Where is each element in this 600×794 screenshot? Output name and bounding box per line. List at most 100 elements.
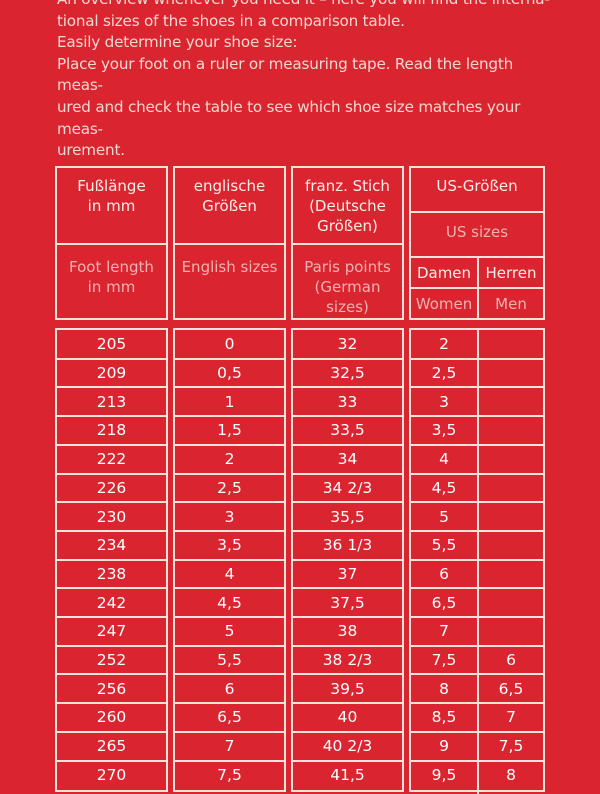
row-divider [293,759,402,762]
header-us-sizes: US-Größen US sizes Damen Herren Women Me… [409,166,545,320]
cell-foot-length: 230 [96,507,127,526]
cell-english-size: 7 [224,737,235,756]
cell-french-size: 33 [337,392,358,411]
row-divider [57,357,166,360]
row-divider [411,587,543,590]
cell-us-men: 7 [506,708,516,727]
cell-english-size: 7,5 [217,765,242,784]
row-divider [175,702,284,705]
cell-french-size: 36 1/3 [322,536,373,555]
cell-foot-length: 252 [96,651,127,670]
column-english-size: 0 0,5 1 1,5 2 2,5 3 3,5 4 4,5 5 5,5 6 6,5 7 7,5 [173,328,286,792]
row-divider [411,443,543,446]
cell-foot-length: 260 [96,708,127,727]
row-divider [175,673,284,676]
cell-us-men: 8 [506,765,516,784]
row-divider [293,558,402,561]
row-divider [411,673,543,676]
cell-us-men: 7,5 [498,737,524,756]
row-divider [175,730,284,733]
cell-us-men [479,589,543,616]
row-divider [57,472,166,475]
header-foot-length: Fußlänge in mm Foot length in mm [55,166,168,320]
intro-line: Place your foot on a ruler or measuring … [57,54,514,95]
row-divider [411,357,543,360]
header-en: Paris points (German sizes) [304,258,391,316]
cell-french-size: 38 2/3 [322,651,373,670]
row-divider [175,529,284,532]
intro-line: An overview whenever you need it – here … [57,0,557,11]
row-divider [411,501,543,504]
header-de: US-Größen [436,177,518,195]
cell-english-size: 3 [224,507,235,526]
cell-french-size: 33,5 [330,421,365,440]
cell-us-men [479,475,543,502]
row-divider [293,501,402,504]
row-divider [293,529,402,532]
row-divider [293,415,402,418]
intro-line: urement. [57,141,125,160]
row-divider [293,644,402,647]
header-en: Foot length in mm [69,258,154,296]
row-divider [175,759,284,762]
cell-foot-length: 256 [96,679,127,698]
cell-french-size: 38 [337,622,358,641]
row-divider [57,529,166,532]
header-women-de: Damen [416,264,472,282]
cell-us-men [479,388,543,415]
cell-english-size: 1 [224,392,235,411]
row-divider [175,501,284,504]
cell-english-size: 4,5 [217,593,242,612]
cell-us-women: 2,5 [431,364,457,383]
intro-line: tional sizes of the shoes in a compariso… [57,11,405,30]
row-divider [175,587,284,590]
cell-us-women: 8,5 [431,708,457,727]
cell-us-men [479,532,543,559]
row-divider [293,673,402,676]
cell-foot-length: 213 [96,392,127,411]
header-en: US sizes [445,223,509,241]
row-divider [293,443,402,446]
row-divider [57,702,166,705]
row-divider [175,357,284,360]
column-foot-length: 205 209 213 218 222 226 230 234 238 242 247 252 256 2… [55,328,168,792]
row-divider [411,386,543,389]
row-divider [175,472,284,475]
cell-english-size: 1,5 [217,421,242,440]
row-divider [175,415,284,418]
cell-english-size: 0,5 [217,364,242,383]
cell-english-size: 2,5 [217,478,242,497]
cell-foot-length: 218 [96,421,127,440]
row-divider [411,472,543,475]
cell-english-size: 0 [224,335,235,354]
cell-english-size: 5 [224,622,235,641]
row-divider [175,616,284,618]
intro-line: Easily determine your shoe size: [57,33,298,52]
cell-us-women: 4 [439,450,449,469]
row-divider [411,702,543,705]
row-divider [411,730,543,733]
cell-us-women: 5,5 [431,536,457,555]
cell-foot-length: 222 [96,450,127,469]
cell-french-size: 40 2/3 [322,737,373,756]
row-divider [293,386,402,389]
header-english-sizes: englische Größen English sizes [173,166,286,320]
cell-english-size: 5,5 [217,651,242,670]
cell-foot-length: 238 [96,564,127,583]
row-divider [411,759,543,762]
cell-us-women: 8 [439,679,449,698]
cell-foot-length: 226 [96,478,127,497]
cell-us-women: 9,5 [431,765,457,784]
row-divider [57,558,166,561]
header-de: englische Größen [193,177,266,215]
cell-us-women: 9 [439,737,449,756]
row-divider [175,644,284,647]
cell-us-men [479,446,543,473]
cell-french-size: 39,5 [330,679,365,698]
cell-us-women: 4,5 [431,478,457,497]
row-divider [411,558,543,561]
row-divider [411,415,543,418]
cell-english-size: 3,5 [217,536,242,555]
cell-french-size: 37,5 [330,593,365,612]
cell-foot-length: 242 [96,593,127,612]
